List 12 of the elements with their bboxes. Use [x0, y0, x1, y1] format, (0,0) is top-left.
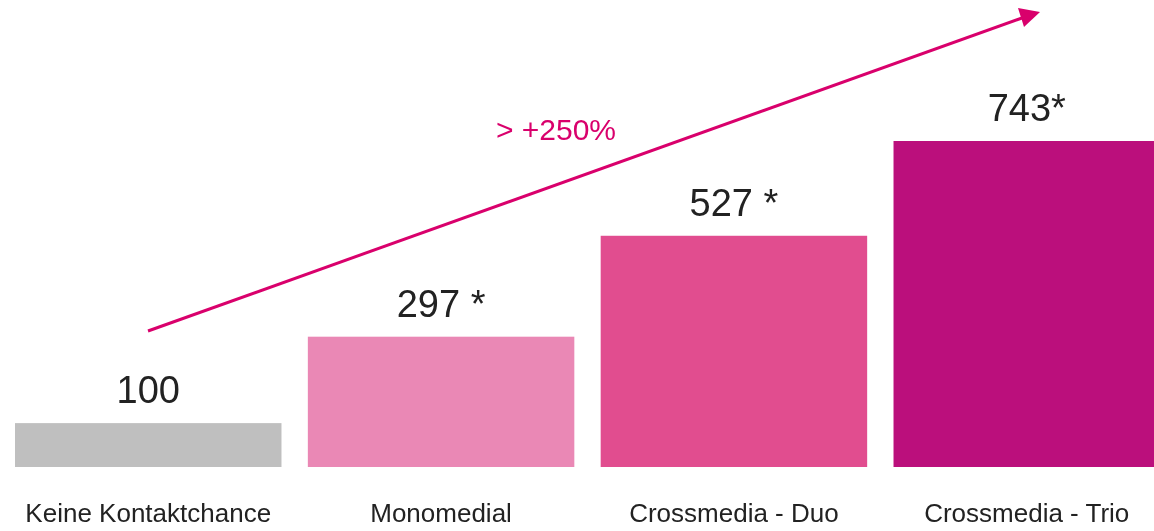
- x-tick-label: Crossmedia - Duo: [629, 498, 839, 528]
- bar: [600, 235, 868, 467]
- data-label: 297 *: [396, 282, 486, 325]
- x-tick-label: Monomedial: [370, 498, 512, 528]
- annotation: > +250%: [495, 113, 617, 146]
- x-tick-label: Crossmedia - Trio: [924, 498, 1130, 528]
- data-label: 527 *: [689, 181, 779, 224]
- bar: [307, 336, 575, 467]
- data-label: 100: [116, 369, 180, 412]
- data-label: 743*: [987, 87, 1067, 129]
- bar: [15, 423, 282, 467]
- x-tick-label: Keine Kontaktchance: [25, 498, 272, 528]
